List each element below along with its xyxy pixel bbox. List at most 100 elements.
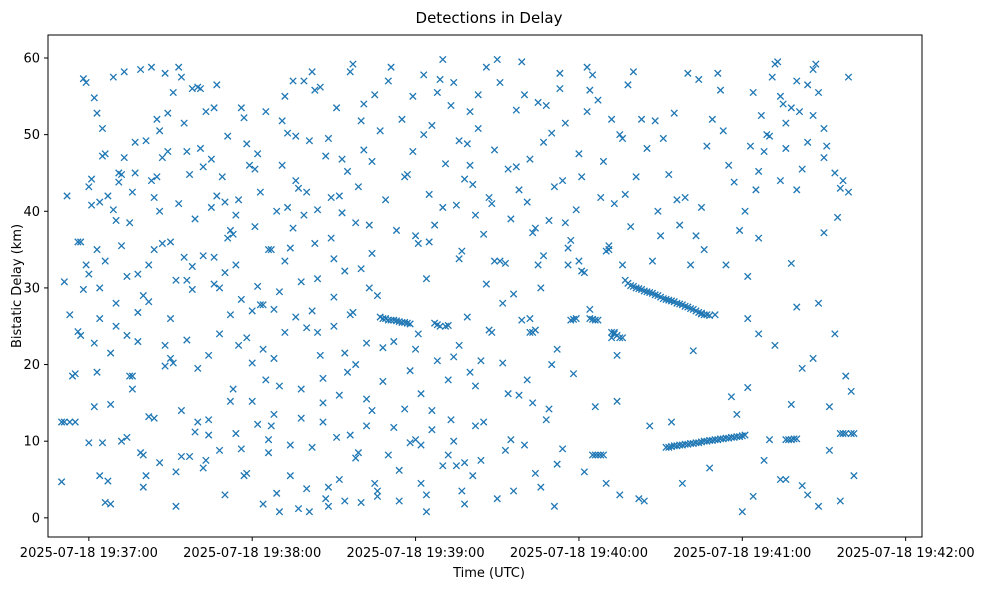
data-point: [411, 436, 420, 444]
data-point: [580, 268, 589, 277]
data-point: [106, 349, 115, 357]
data-point: [741, 431, 749, 439]
data-points: [57, 55, 858, 516]
data-point: [520, 91, 529, 99]
data-point: [354, 449, 363, 457]
data-point: [681, 193, 689, 202]
data-point: [343, 368, 352, 376]
data-point: [126, 372, 134, 380]
data-point: [332, 104, 341, 112]
data-point: [477, 456, 485, 465]
data-point: [286, 472, 294, 480]
data-point: [569, 370, 578, 378]
data-point: [109, 206, 118, 214]
data-point: [308, 307, 316, 315]
data-point: [665, 170, 673, 179]
data-point: [322, 152, 330, 160]
data-point: [523, 198, 531, 206]
data-point: [561, 219, 569, 227]
data-point: [183, 336, 191, 344]
data-point: [744, 383, 752, 392]
data-point: [172, 276, 180, 284]
data-point: [93, 368, 101, 376]
data-point: [161, 362, 169, 370]
data-point: [768, 73, 776, 81]
data-point: [833, 213, 842, 222]
data-point: [550, 183, 559, 191]
data-point: [831, 330, 839, 338]
data-point: [166, 314, 175, 323]
data-point: [760, 147, 768, 156]
data-point: [425, 238, 433, 246]
data-point: [493, 55, 501, 64]
data-point: [850, 429, 858, 438]
data-point: [455, 137, 463, 145]
data-point: [474, 124, 482, 133]
data-point: [844, 73, 853, 81]
data-point: [85, 270, 93, 278]
data-point: [528, 229, 537, 237]
data-point: [741, 207, 749, 215]
data-point: [79, 285, 88, 294]
data-point: [831, 169, 839, 177]
data-point: [471, 422, 480, 430]
data-point: [90, 403, 98, 411]
data-point: [610, 199, 618, 208]
data-point: [362, 422, 371, 430]
data-point: [66, 418, 74, 426]
data-point: [417, 441, 425, 449]
data-point: [629, 68, 638, 76]
data-point: [354, 183, 363, 191]
data-point: [735, 226, 744, 235]
data-point: [539, 252, 548, 260]
data-point: [439, 462, 447, 470]
data-point: [460, 175, 469, 183]
data-point: [324, 483, 333, 491]
data-point: [836, 184, 844, 192]
data-point: [700, 245, 708, 254]
data-point: [798, 364, 806, 373]
data-point: [85, 183, 93, 191]
data-point: [177, 73, 186, 81]
data-point: [131, 169, 139, 177]
data-point: [754, 234, 763, 242]
data-point: [814, 88, 823, 97]
data-point: [406, 320, 414, 328]
data-point: [240, 114, 248, 122]
data-point: [428, 121, 436, 130]
data-point: [251, 165, 259, 173]
data-point: [588, 451, 597, 459]
data-point: [545, 216, 553, 225]
data-point: [392, 226, 401, 235]
data-point: [512, 106, 520, 114]
data-point: [87, 175, 96, 183]
data-point: [725, 161, 733, 169]
data-point: [787, 104, 795, 112]
data-point: [158, 239, 167, 248]
data-point: [526, 328, 534, 337]
data-point: [754, 167, 763, 176]
data-point: [98, 439, 107, 447]
data-point: [414, 330, 422, 338]
data-point: [782, 144, 790, 153]
data-point: [106, 400, 115, 409]
data-point: [722, 261, 730, 269]
data-point: [237, 104, 245, 112]
data-point: [106, 500, 115, 508]
data-point: [305, 508, 314, 516]
data-point: [820, 153, 828, 162]
data-point: [692, 232, 700, 240]
data-point: [409, 92, 417, 100]
data-point: [57, 478, 66, 486]
data-point: [286, 244, 294, 252]
data-point: [283, 203, 292, 212]
data-point: [651, 117, 659, 125]
data-point: [273, 207, 281, 215]
data-point: [90, 94, 98, 102]
data-point: [365, 284, 373, 292]
data-point: [496, 78, 504, 87]
data-point: [153, 115, 161, 123]
data-point: [229, 385, 237, 393]
data-point: [708, 115, 717, 123]
data-point: [311, 239, 319, 248]
